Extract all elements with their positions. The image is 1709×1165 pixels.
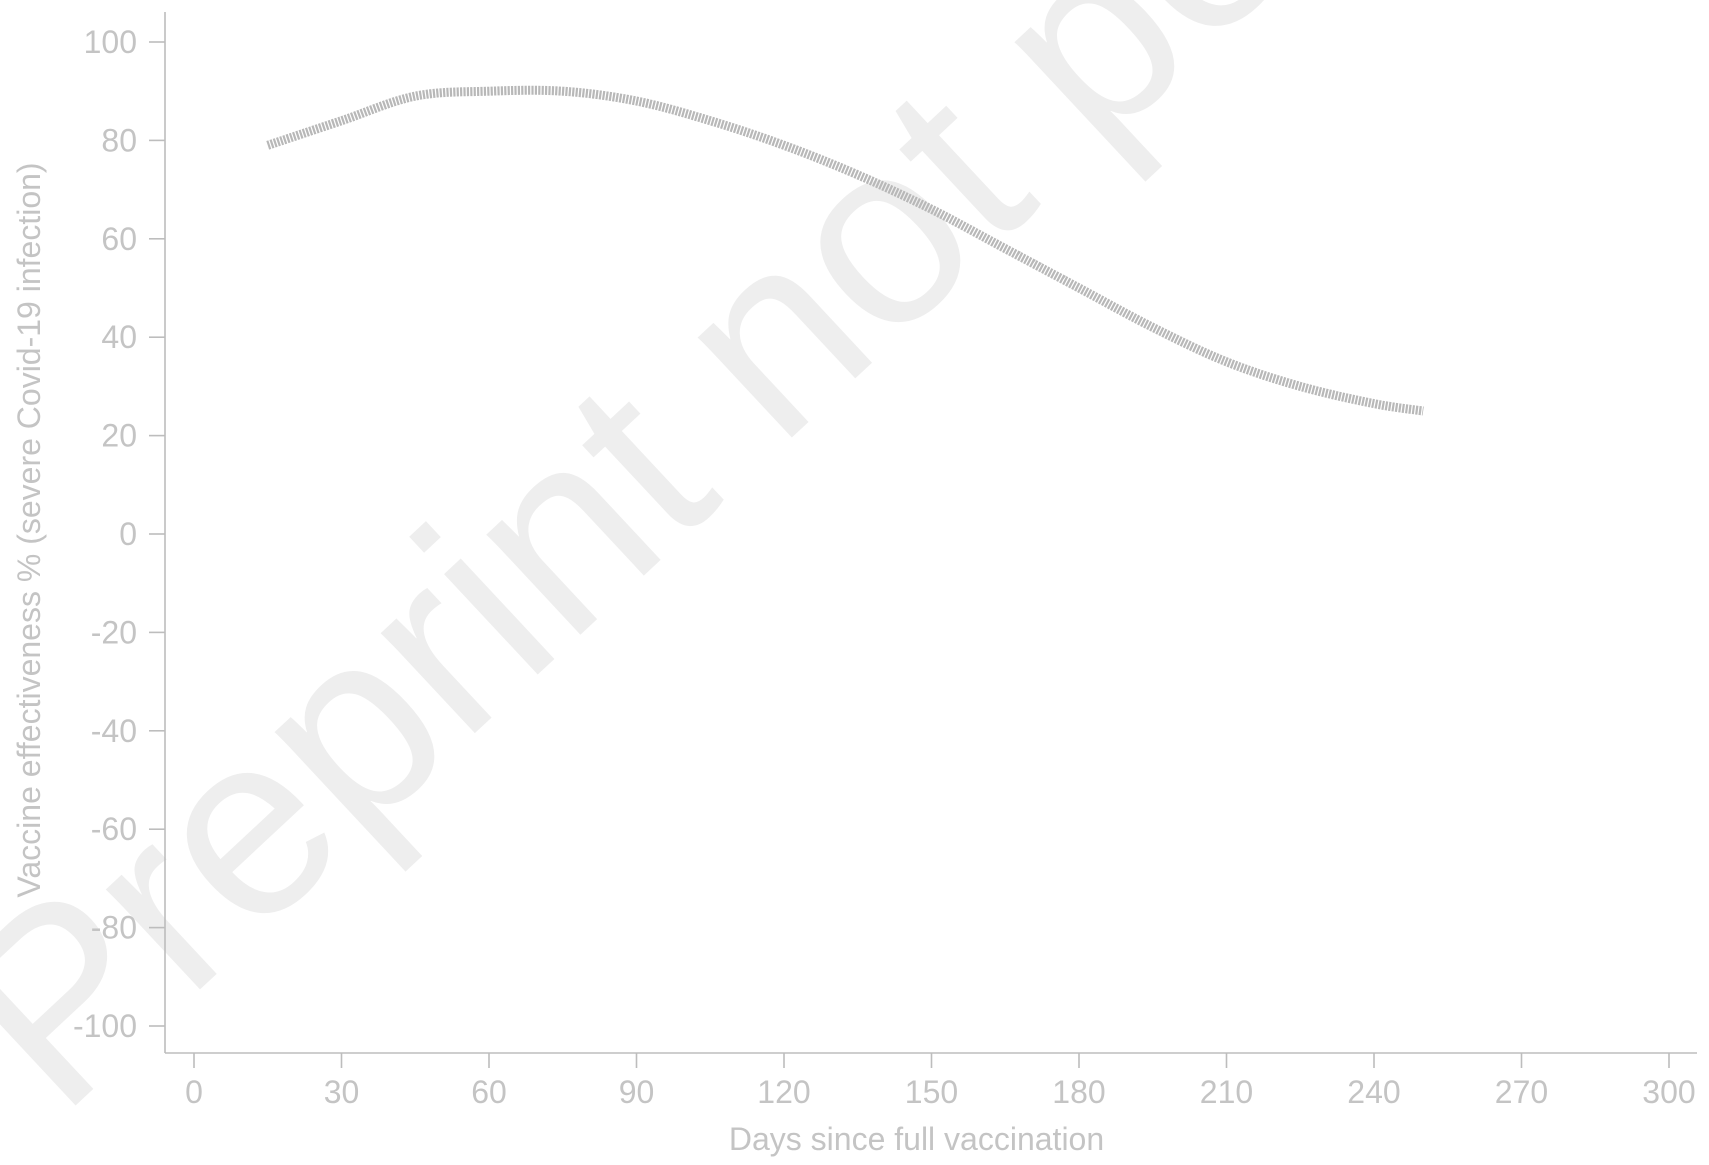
x-tick-label: 300 bbox=[1642, 1074, 1695, 1110]
y-tick-label: 60 bbox=[101, 221, 137, 257]
y-tick-label: -60 bbox=[91, 811, 137, 847]
x-tick-label: 210 bbox=[1200, 1074, 1253, 1110]
y-tick-label: 0 bbox=[119, 516, 137, 552]
x-tick-label: 240 bbox=[1347, 1074, 1400, 1110]
x-tick-label: 0 bbox=[185, 1074, 203, 1110]
y-tick-label: 20 bbox=[101, 418, 137, 454]
x-tick-label: 120 bbox=[757, 1074, 810, 1110]
y-tick-label: -80 bbox=[91, 910, 137, 946]
x-tick-label: 60 bbox=[471, 1074, 507, 1110]
series-line bbox=[266, 85, 1424, 416]
x-axis-title: Days since full vaccination bbox=[729, 1121, 1104, 1157]
x-tick-label: 180 bbox=[1052, 1074, 1105, 1110]
x-ticks: 0 30 60 90 120 150 180 210 240 270 300 bbox=[185, 1053, 1696, 1110]
x-tick-label: 150 bbox=[905, 1074, 958, 1110]
y-axis-title: Vaccine effectiveness % (severe Covid-19… bbox=[11, 162, 47, 897]
x-tick-label: 30 bbox=[324, 1074, 360, 1110]
x-tick-label: 270 bbox=[1495, 1074, 1548, 1110]
y-tick-label: 40 bbox=[101, 319, 137, 355]
y-tick-label: -40 bbox=[91, 713, 137, 749]
y-tick-label: 80 bbox=[101, 122, 137, 158]
y-tick-label: -20 bbox=[91, 614, 137, 650]
x-tick-label: 90 bbox=[619, 1074, 655, 1110]
series-layer bbox=[266, 85, 1424, 416]
y-tick-label: 100 bbox=[84, 24, 137, 60]
y-tick-label: -100 bbox=[73, 1008, 137, 1044]
y-ticks: 100 80 60 40 20 0 -20 -40 -60 -80 -100 bbox=[73, 24, 165, 1044]
